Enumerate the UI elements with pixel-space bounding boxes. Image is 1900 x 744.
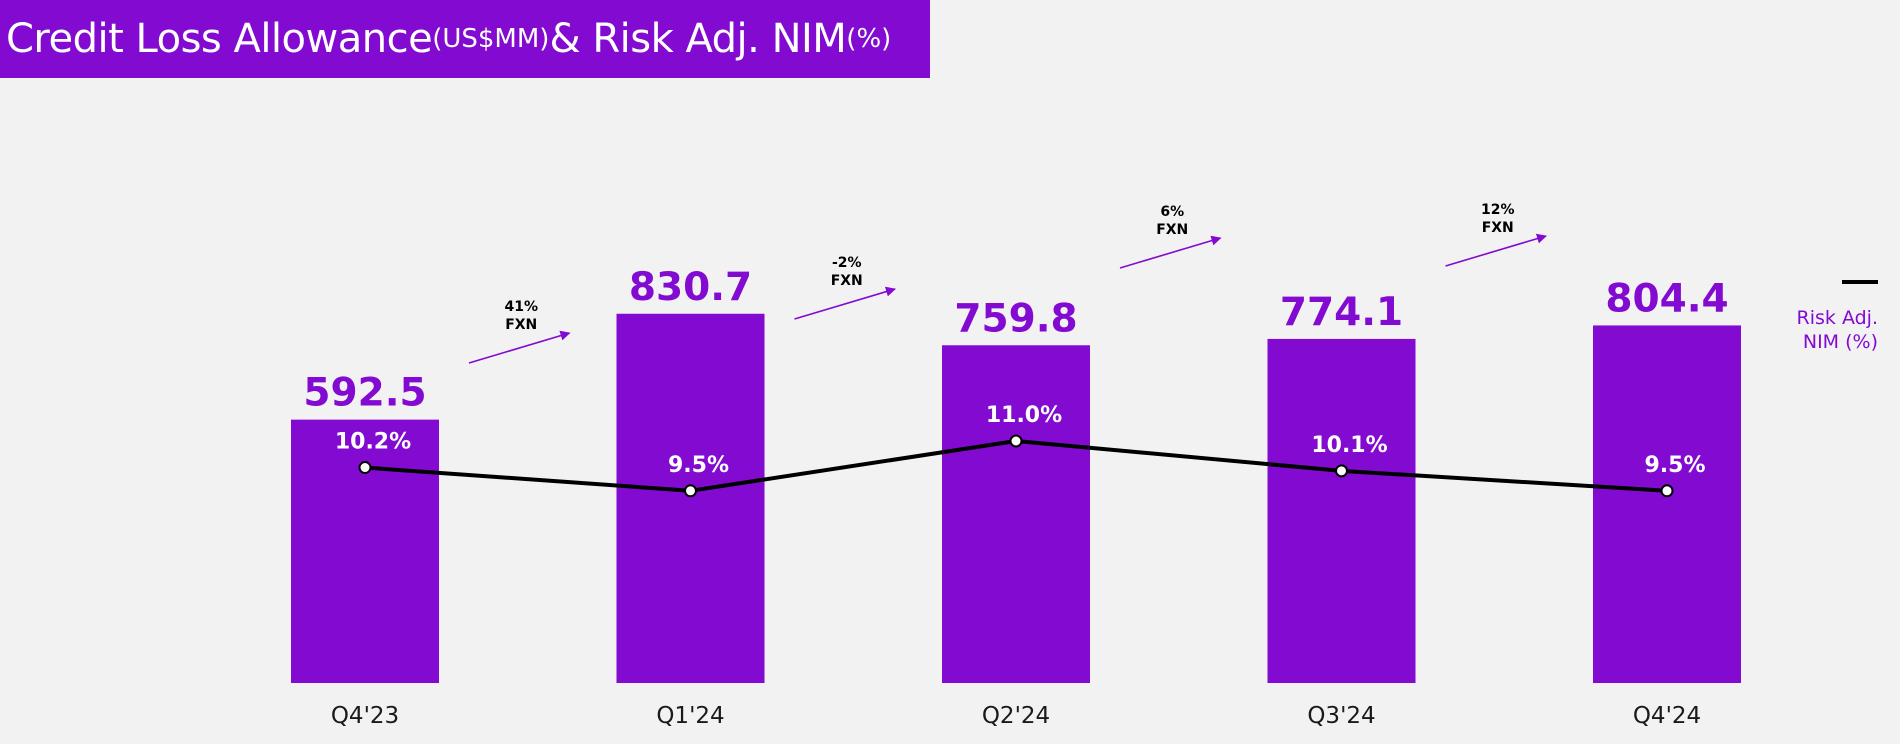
- growth-pct-label: 12%: [1481, 202, 1515, 218]
- nim-value-label: 10.2%: [335, 430, 411, 455]
- growth-arrow: [1119, 235, 1222, 269]
- bar-value-label: 830.7: [629, 265, 752, 310]
- growth-basis-label: FXN: [831, 273, 863, 289]
- chart-title-secondary: & Risk Adj. NIM: [549, 16, 847, 62]
- nim-point: [1660, 484, 1674, 498]
- chart-title: Credit Loss Allowance: [6, 16, 433, 62]
- bar: [1267, 338, 1416, 683]
- bar-value-label: 592.5: [303, 371, 426, 416]
- nim-value-label: 11.0%: [986, 403, 1062, 428]
- labels-layer: 592.5 Q4'23 830.7 Q1'24 759.8 Q2'24 774.1 Q3'24…: [303, 265, 1728, 729]
- nim-line-layer: [358, 434, 1674, 498]
- nim-value-label: 10.1%: [1311, 433, 1387, 458]
- nim-value-label: 9.5%: [1644, 453, 1705, 478]
- growth-arrow: [794, 286, 896, 320]
- chart-title-unit: (US$MM): [432, 24, 550, 54]
- bar: [616, 313, 765, 683]
- bar-value-label: 774.1: [1280, 290, 1403, 335]
- growth-pct-label: -2%: [832, 255, 862, 271]
- growth-basis-label: FXN: [1156, 222, 1188, 238]
- bar: [1593, 325, 1741, 683]
- growth-basis-label: FXN: [505, 317, 537, 333]
- nim-value-label: 9.5%: [668, 453, 729, 478]
- category-label: Q4'24: [1633, 703, 1701, 729]
- legend-label: Risk Adj. NIM (%): [1796, 307, 1878, 353]
- category-label: Q1'24: [656, 703, 724, 729]
- nim-point: [1335, 464, 1348, 478]
- growth-arrow: [468, 330, 571, 364]
- growth-basis-label: FXN: [1482, 220, 1514, 236]
- bars-layer: [291, 313, 1741, 683]
- growth-pct-label: 6%: [1160, 204, 1184, 220]
- nim-point: [1009, 434, 1023, 448]
- title-banner: Credit Loss Allowance (US$MM) & Risk Adj…: [0, 0, 930, 78]
- growth-pct-label: 41%: [504, 299, 538, 315]
- category-label: Q3'24: [1307, 703, 1375, 729]
- growth-annotations-layer: 41% FXN -2% FXN 6% FXN 12% FXN: [468, 202, 1547, 364]
- category-label: Q4'23: [331, 703, 399, 729]
- bar: [291, 419, 439, 683]
- growth-arrow: [1445, 233, 1547, 267]
- category-label: Q2'24: [982, 703, 1050, 729]
- bar-value-label: 759.8: [954, 296, 1077, 341]
- chart-title-pct-unit: (%): [846, 24, 892, 54]
- legend-line-swatch: [1842, 280, 1878, 284]
- legend: Risk Adj. NIM (%): [1788, 280, 1878, 354]
- nim-point: [684, 484, 697, 498]
- bar: [942, 345, 1090, 683]
- bar-value-label: 804.4: [1605, 276, 1728, 321]
- nim-point: [358, 461, 372, 475]
